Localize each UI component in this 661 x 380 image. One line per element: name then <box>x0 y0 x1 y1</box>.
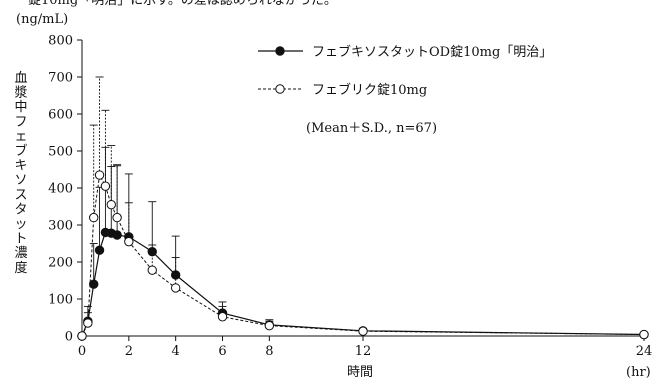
x-tick-label-3: 6 <box>218 344 226 359</box>
y-axis-title-char-2: 中 <box>14 100 27 115</box>
y-axis-title-char-4: ェ <box>14 129 27 144</box>
point-s2-2 <box>89 212 99 223</box>
legend-label-series-2: フェブリク錠10mg <box>312 82 427 98</box>
point-s1-3 <box>94 245 105 255</box>
point-s2-12 <box>358 326 368 336</box>
x-tick-label-2: 4 <box>172 344 180 359</box>
y-axis-title-char-9: タ <box>14 202 27 217</box>
series-line-2 <box>81 173 645 337</box>
point-s2-3 <box>94 170 105 180</box>
y-axis-title-char-13: 度 <box>14 260 27 276</box>
y-unit-label: (ng/mL) <box>16 12 68 27</box>
point-s1-8 <box>147 246 157 257</box>
series-markers <box>77 170 649 341</box>
point-s2-13 <box>639 329 649 340</box>
y-tick-label-3: 300 <box>48 219 73 234</box>
x-tick-label-1: 2 <box>125 344 133 359</box>
x-tick-label-4: 8 <box>265 344 273 359</box>
y-tick-labels: 0 100 200 300 400 500 600 700 800 <box>48 34 73 345</box>
point-s1-2 <box>89 279 99 289</box>
stats-annotation: (Mean＋S.D., n=67) <box>306 121 437 136</box>
y-axis-title-char-3: フ <box>14 115 27 130</box>
y-tick-label-7: 700 <box>48 71 73 86</box>
point-s2-8 <box>147 265 157 275</box>
point-s1-9 <box>170 270 181 280</box>
x-tick-label-6: 24 <box>636 344 653 359</box>
x-tick-label-0: 0 <box>78 344 86 359</box>
y-tick-label-5: 500 <box>48 145 73 160</box>
y-axis-title-char-6: キ <box>14 159 27 174</box>
point-s2-11 <box>264 320 275 331</box>
y-axis-title-char-1: 漿 <box>14 86 27 101</box>
x-tick-label-5: 12 <box>355 344 372 359</box>
y-axis-title-char-12: 濃 <box>14 246 27 261</box>
series-line-1 <box>81 231 645 337</box>
point-s2-0 <box>77 331 87 341</box>
error-bars <box>83 76 648 335</box>
y-axis-title-char-11: ト <box>14 232 27 247</box>
y-tick-label-0: 0 <box>65 330 73 345</box>
y-tick-label-1: 100 <box>48 293 73 308</box>
y-axis-title-char-5: ブ <box>14 143 27 159</box>
x-axis-title: 時間 <box>347 365 373 380</box>
legend-marker-series-2 <box>275 84 285 94</box>
x-unit-label: (hr) <box>626 365 651 380</box>
point-s2-4 <box>100 181 111 191</box>
series-lines <box>81 173 645 337</box>
y-axis-title-char-8: ス <box>14 188 27 203</box>
point-s2-10 <box>217 312 228 322</box>
point-s2-9 <box>170 283 181 293</box>
point-s2-5 <box>106 199 116 210</box>
y-axis-title-char-0: 血 <box>14 71 27 86</box>
y-axis-title-char-10: ッ <box>14 217 27 232</box>
legend-label-series-1: フェブキソスタットOD錠10mg「明治」 <box>312 44 552 60</box>
y-axis-title-char-7: ソ <box>14 173 27 188</box>
point-s2-7 <box>124 236 134 247</box>
legend: フェブキソスタットOD錠10mg「明治」 フェブリク錠10mg (Mean＋S.… <box>258 44 552 136</box>
x-tick-labels: 0 2 4 6 8 12 24 <box>78 344 652 359</box>
top-cropped-text: 錠10mg「明治」に示す。の差は認められなかった。 <box>28 0 337 8</box>
y-tick-label-8: 800 <box>48 34 73 49</box>
y-tick-label-2: 200 <box>48 256 73 271</box>
point-s2-1 <box>83 318 93 328</box>
point-s2-6 <box>112 212 122 223</box>
point-s1-6 <box>112 230 122 240</box>
y-tick-label-4: 400 <box>48 182 73 197</box>
legend-marker-series-1 <box>275 46 285 56</box>
y-tick-label-6: 600 <box>48 108 73 123</box>
